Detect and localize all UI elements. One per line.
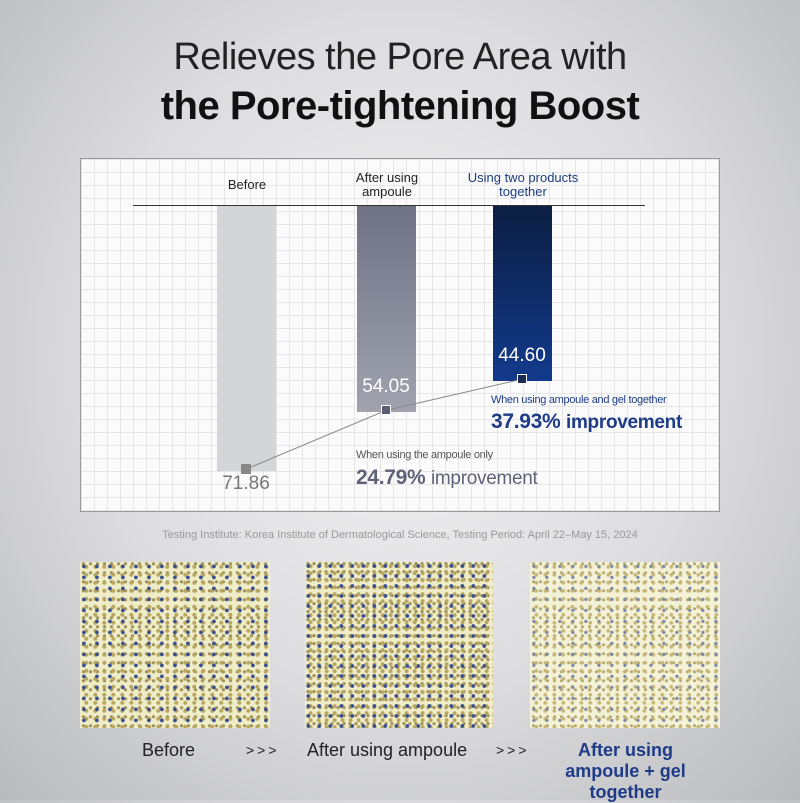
category-label-before: Before [227, 177, 267, 192]
improvement-value: 24.79% [356, 466, 426, 489]
category-label-ampoule: After using ampoule [355, 170, 419, 199]
annotation-improvement-together: 37.93% improvement [491, 410, 682, 434]
bar-ampoule [357, 206, 416, 413]
bar-before [217, 206, 276, 472]
marker-before [241, 464, 251, 475]
skin-image-together [530, 562, 720, 728]
marker-together [517, 374, 527, 385]
annotation-improvement-ampoule: 24.79% improvement [356, 466, 538, 490]
skin-image-before [80, 562, 270, 728]
value-label-before: 71.86 [222, 473, 270, 495]
caption-before: Before [142, 740, 196, 760]
annotation-note-ampoule: When using the ampoule only [356, 449, 493, 461]
improvement-value: 37.93% [491, 410, 561, 433]
value-label-ampoule: 54.05 [362, 376, 410, 398]
marker-ampoule [381, 405, 391, 416]
annotation-note-together: When using ampoule and gel together [491, 394, 667, 406]
source-note: Testing Institute: Korea Institute of De… [162, 529, 638, 541]
category-label-together: Using two products together [467, 170, 579, 199]
caption-together: After using ampoule + gel together [565, 740, 686, 802]
bar-together [493, 206, 552, 382]
caption-ampoule: After using ampoule [307, 740, 468, 760]
arrow-1: >>> [246, 742, 280, 758]
title-line-2: the Pore-tightening Boost [160, 84, 640, 128]
arrow-2: >>> [496, 742, 530, 758]
baseline [133, 205, 645, 206]
title-line-1: Relieves the Pore Area with [173, 36, 627, 78]
value-label-together: 44.60 [498, 345, 546, 367]
skin-image-ampoule [305, 562, 493, 728]
improvement-word: improvement [565, 412, 682, 433]
improvement-word: improvement [430, 468, 538, 489]
